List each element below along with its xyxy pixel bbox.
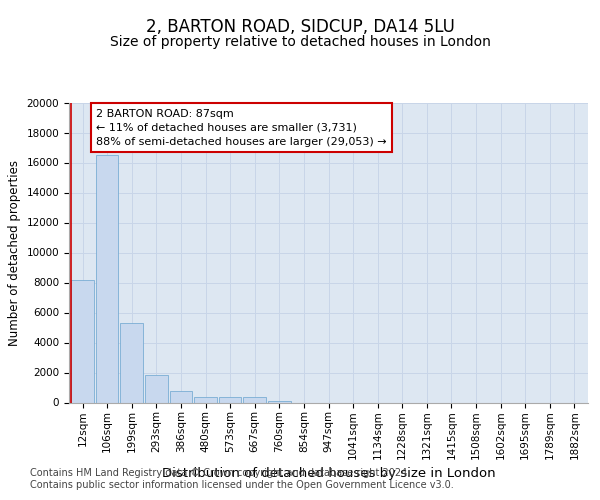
Bar [145, 375, 167, 402]
Bar [96, 155, 118, 402]
Bar [71, 280, 94, 402]
Text: 2, BARTON ROAD, SIDCUP, DA14 5LU: 2, BARTON ROAD, SIDCUP, DA14 5LU [146, 18, 454, 36]
Bar [121, 323, 143, 402]
Bar [268, 401, 290, 402]
Bar [244, 397, 266, 402]
Bar [219, 397, 241, 402]
Bar [170, 390, 192, 402]
Text: Size of property relative to detached houses in London: Size of property relative to detached ho… [110, 35, 490, 49]
Text: Contains HM Land Registry data © Crown copyright and database right 2024.
Contai: Contains HM Land Registry data © Crown c… [30, 468, 454, 490]
Bar [194, 397, 217, 402]
Y-axis label: Number of detached properties: Number of detached properties [8, 160, 21, 346]
X-axis label: Distribution of detached houses by size in London: Distribution of detached houses by size … [161, 467, 496, 480]
Text: 2 BARTON ROAD: 87sqm
← 11% of detached houses are smaller (3,731)
88% of semi-de: 2 BARTON ROAD: 87sqm ← 11% of detached h… [96, 108, 386, 146]
